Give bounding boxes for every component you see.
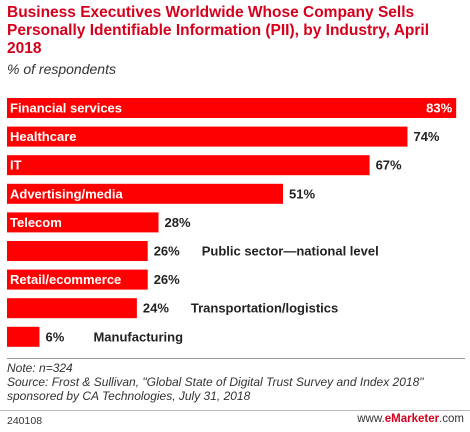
bar-it	[7, 155, 370, 176]
bar-advertising-media	[7, 183, 283, 204]
brand-logo[interactable]: www.eMarketer.com	[357, 413, 464, 425]
category-label-financial-services: Financial services	[10, 101, 122, 116]
brand-prefix: www.	[357, 413, 385, 425]
bar-healthcare	[7, 126, 408, 147]
bar-retail-ecommerce	[7, 269, 148, 290]
category-label-manufacturing: Manufacturing	[93, 329, 183, 344]
bar-transportation-logistics	[7, 298, 137, 319]
bar-chart: Financial services 83% Healthcare 74% IT 67% A…	[7, 98, 457, 347]
bar-manufacturing	[7, 326, 40, 347]
value-label-healthcare: 74%	[413, 129, 439, 144]
brand-suffix: .com	[439, 413, 464, 425]
chart-source: Source: Frost & Sullivan, "Global State …	[7, 375, 424, 403]
value-label-advertising-media: 51%	[289, 186, 315, 201]
value-label-public-sector-national-level: 26%	[154, 244, 180, 259]
category-label-telecom: Telecom	[10, 215, 62, 230]
chart-id: 240108	[7, 415, 43, 427]
category-label-it: IT	[10, 158, 22, 173]
value-label-it: 67%	[376, 158, 402, 173]
bar-telecom	[7, 212, 159, 233]
value-label-financial-services: 83%	[426, 101, 452, 116]
category-label-advertising-media: Advertising/media	[10, 186, 123, 201]
chart-subtitle: % of respondents	[7, 61, 116, 77]
bar-public-sector-national-level	[7, 241, 148, 261]
category-label-healthcare: Healthcare	[10, 129, 76, 144]
category-label-public-sector-national-level: Public sector—national level	[202, 244, 379, 259]
value-label-manufacturing: 6%	[45, 329, 64, 344]
divider	[7, 358, 465, 359]
chart-title: Business Executives Worldwide Whose Comp…	[7, 4, 429, 57]
value-label-telecom: 28%	[165, 215, 191, 230]
bar-financial-services	[7, 98, 457, 118]
category-label-transportation-logistics: Transportation/logistics	[191, 301, 338, 316]
category-label-retail-ecommerce: Retail/ecommerce	[10, 272, 121, 287]
value-label-retail-ecommerce: 26%	[154, 272, 180, 287]
value-label-transportation-logistics: 24%	[143, 301, 169, 316]
chart-note: Note: n=324	[7, 361, 73, 375]
footer-divider	[0, 410, 470, 411]
brand-name: eMarketer	[384, 413, 440, 425]
